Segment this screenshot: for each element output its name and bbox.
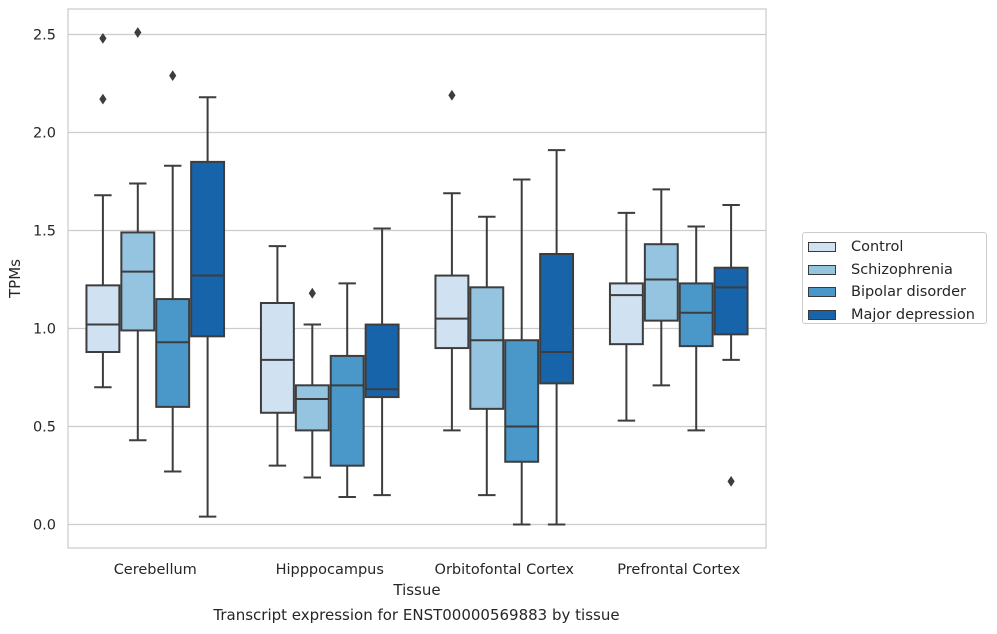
box-iqr: [643, 243, 679, 322]
box-iqr: [434, 274, 470, 350]
x-tick-label: Cerebellum: [114, 562, 197, 578]
legend-label: Bipolar disorder: [851, 284, 966, 301]
legend-item: Schizophrenia: [803, 259, 986, 282]
y-tick-labels: 0.0 0.5 1.0 1.5 2.0 2.5: [33, 27, 56, 533]
box-schizophrenia: [294, 287, 330, 479]
box-bipolar-disorder: [155, 70, 191, 473]
box-iqr: [155, 298, 191, 408]
box-major-depression: [539, 149, 575, 526]
y-axis-label: TPMs: [6, 259, 24, 299]
outlier-point: [308, 287, 316, 299]
box-major-depression: [713, 204, 749, 487]
outlier-point: [169, 70, 177, 82]
outlier-point: [727, 475, 735, 487]
x-axis-label: Tissue: [392, 581, 440, 599]
outlier-point: [99, 93, 107, 105]
legend-label: Control: [851, 239, 904, 256]
box-iqr: [120, 231, 156, 332]
y-tick-label: 1.5: [33, 223, 56, 239]
box-iqr: [85, 284, 121, 353]
box-iqr: [190, 160, 226, 338]
outlier-point: [134, 27, 142, 38]
chart-caption: Transcript expression for ENST0000056988…: [213, 606, 620, 624]
box-major-depression: [364, 227, 400, 497]
box-iqr: [539, 253, 575, 385]
legend-swatch: [808, 264, 836, 275]
box-iqr: [713, 266, 749, 336]
legend-item: Major depression: [803, 304, 986, 327]
box-schizophrenia: [643, 188, 679, 387]
box-iqr: [678, 282, 714, 348]
x-tick-label: Orbitofontal Cortex: [435, 562, 575, 578]
outlier-point: [99, 33, 107, 44]
legend-swatch: [808, 287, 836, 298]
y-tick-label: 2.5: [33, 27, 56, 43]
legend-item: Bipolar disorder: [803, 281, 986, 304]
box-bipolar-disorder: [678, 225, 714, 432]
y-tick-label: 2.0: [33, 125, 56, 141]
box-bipolar-disorder: [329, 282, 365, 499]
y-tick-label: 1.0: [33, 321, 56, 337]
legend-swatch: [808, 242, 836, 253]
box-control: [259, 245, 295, 467]
legend-label: Major depression: [851, 306, 975, 323]
x-tick-labels: Cerebellum Hipppocampus Orbitofontal Corte…: [114, 562, 741, 578]
box-schizophrenia: [120, 27, 156, 442]
box-control: [608, 211, 644, 422]
box-iqr: [608, 282, 644, 346]
y-tick-label: 0.0: [33, 517, 56, 533]
box-iqr: [469, 286, 505, 410]
box-major-depression: [190, 96, 226, 518]
box-iqr: [504, 339, 540, 463]
outlier-point: [448, 89, 456, 101]
legend-label: Schizophrenia: [851, 261, 953, 278]
box-iqr: [364, 323, 400, 399]
box-bipolar-disorder: [504, 178, 540, 526]
x-tick-label: Prefrontal Cortex: [617, 562, 740, 578]
box-control: [85, 33, 121, 389]
legend-swatch: [808, 309, 836, 320]
x-tick-label: Hipppocampus: [276, 562, 384, 578]
box-control: [434, 89, 470, 432]
box-iqr: [259, 302, 295, 414]
legend: Control Schizophrenia Bipolar disorder Majo…: [802, 232, 987, 324]
box-iqr: [329, 354, 365, 467]
box-iqr: [294, 384, 330, 432]
y-tick-label: 0.5: [33, 419, 56, 435]
legend-item: Control: [803, 236, 986, 259]
box-schizophrenia: [469, 215, 505, 497]
box-groups: [85, 27, 749, 526]
